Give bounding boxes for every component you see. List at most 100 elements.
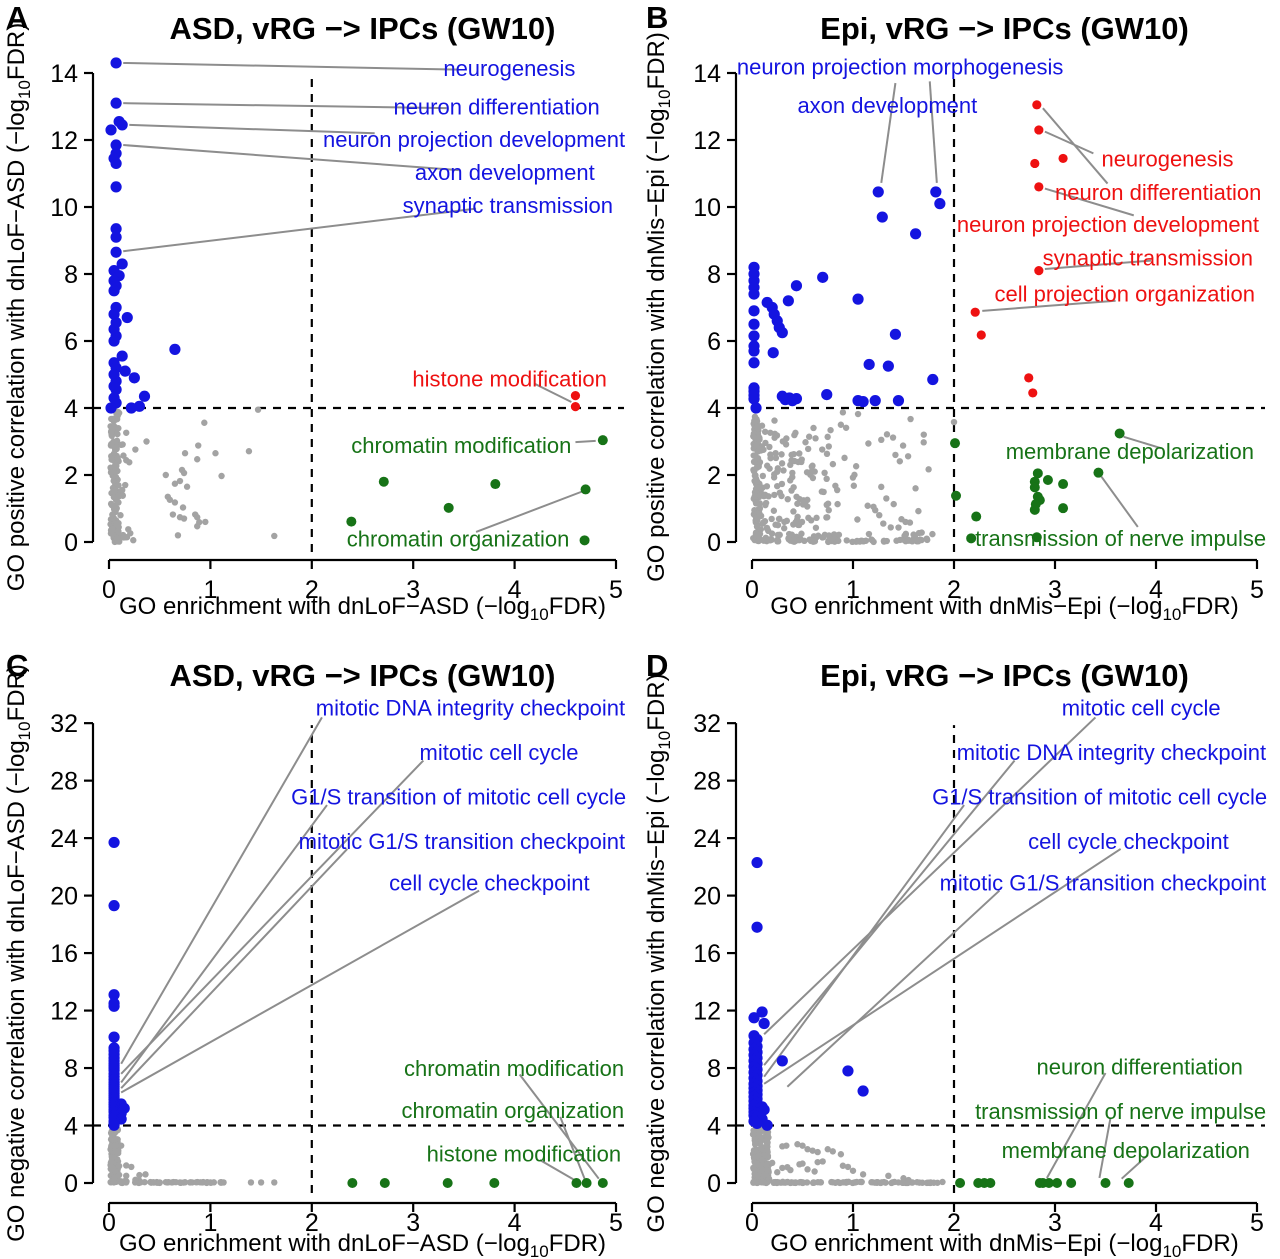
- y-tick-label: 4: [64, 1113, 78, 1141]
- leader-line: [1120, 1154, 1149, 1180]
- y-tick-label: 8: [707, 261, 721, 289]
- gray-point: [254, 406, 262, 413]
- annotation-label: neuron differentiation: [1037, 1055, 1243, 1080]
- panel-letter: C: [6, 648, 28, 683]
- gray-point: [110, 438, 117, 445]
- gray-point: [892, 451, 899, 459]
- y-tick-label: 14: [693, 60, 721, 88]
- green-point: [1058, 479, 1069, 490]
- leader-line: [559, 1116, 586, 1180]
- y-tick-label: 24: [50, 825, 78, 853]
- gray-point: [769, 1159, 776, 1167]
- gray-point: [859, 1171, 867, 1178]
- gray-point: [271, 532, 278, 540]
- gray-point: [824, 514, 831, 521]
- panel-title: ASD, vRG −> IPCs (GW10): [170, 11, 556, 46]
- x-tick-label: 4: [1149, 576, 1163, 604]
- gray-point: [770, 1179, 778, 1187]
- gray-point: [123, 1172, 130, 1180]
- gray-point: [910, 531, 917, 538]
- gray-point: [760, 446, 767, 453]
- gray-point: [824, 500, 832, 507]
- gray-point: [174, 532, 182, 539]
- gray-point: [132, 1176, 139, 1184]
- gray-point: [194, 456, 201, 463]
- gray-point: [895, 1179, 902, 1186]
- gray-point: [923, 535, 930, 542]
- blue-point: [116, 350, 128, 362]
- blue-point: [892, 395, 905, 407]
- leader-line: [120, 716, 323, 1065]
- gray-point: [110, 488, 118, 495]
- gray-point: [850, 482, 858, 489]
- annotation-label: transmission of nerve impulse: [975, 1099, 1266, 1124]
- leader-line: [982, 299, 1116, 312]
- panel-letter: A: [6, 0, 28, 35]
- annotation-label: synaptic transmission: [1043, 245, 1253, 270]
- annotation-label: transmission of nerve impulse: [975, 526, 1266, 551]
- gray-point: [180, 515, 188, 522]
- blue-point: [930, 186, 942, 198]
- blue-point: [108, 308, 120, 320]
- gray-point: [785, 530, 793, 538]
- x-tick-label: 5: [1250, 1209, 1264, 1237]
- blue-point: [748, 288, 760, 300]
- annotation-label: G1/S transition of mitotic cell cycle: [932, 784, 1267, 809]
- gray-point: [889, 434, 897, 441]
- blue-point: [748, 393, 760, 405]
- gray-point: [801, 499, 809, 506]
- gray-point: [844, 1163, 852, 1171]
- gray-point: [832, 482, 839, 489]
- gray-point: [883, 537, 890, 545]
- annotation-label: neuron projection development: [323, 127, 625, 152]
- leader-line: [763, 848, 1122, 1085]
- gray-point: [823, 450, 831, 458]
- gray-point: [790, 484, 797, 491]
- red-point: [1058, 153, 1068, 164]
- gray-point: [194, 523, 201, 530]
- leader-line: [1046, 1072, 1107, 1179]
- x-tick-label: 1: [846, 1209, 860, 1237]
- green-point: [346, 516, 357, 527]
- gray-point: [759, 520, 766, 527]
- x-tick-label: 1: [203, 1209, 217, 1237]
- gray-point: [772, 449, 779, 457]
- gray-point: [783, 517, 791, 525]
- leader-line: [1123, 435, 1162, 450]
- gray-point: [123, 1162, 130, 1169]
- gray-point: [802, 439, 809, 446]
- gray-point: [181, 450, 189, 457]
- blue-point: [108, 900, 120, 912]
- gray-point: [839, 1162, 847, 1169]
- gray-point: [914, 537, 921, 544]
- annotation-label: mitotic cell cycle: [1062, 695, 1221, 720]
- gray-point: [115, 1162, 123, 1170]
- leader-line: [1042, 107, 1109, 185]
- gray-point: [776, 489, 784, 496]
- gray-point: [111, 1142, 119, 1149]
- green-point: [597, 1178, 608, 1188]
- blue-point: [110, 139, 122, 151]
- green-point: [1058, 503, 1069, 514]
- leader-line: [1100, 476, 1139, 528]
- leader-line: [1098, 1117, 1112, 1179]
- gray-point: [799, 1179, 806, 1187]
- gray-point: [761, 1171, 769, 1178]
- gray-point: [907, 415, 914, 423]
- annotation-label: neurogenesis: [443, 56, 575, 81]
- annotation-label: synaptic transmission: [403, 193, 613, 218]
- blue-point: [776, 1055, 788, 1067]
- green-point: [966, 533, 977, 544]
- y-tick-label: 28: [693, 768, 721, 796]
- blue-point: [767, 347, 779, 359]
- blue-point: [748, 1012, 760, 1024]
- blue-point: [927, 373, 939, 386]
- gray-point: [120, 534, 127, 541]
- green-point: [579, 535, 590, 546]
- blue-point: [748, 318, 760, 330]
- gray-point: [821, 469, 828, 477]
- leader-line: [1044, 187, 1135, 217]
- y-tick-label: 12: [693, 998, 721, 1026]
- green-point: [581, 1178, 592, 1188]
- gray-point: [810, 424, 817, 432]
